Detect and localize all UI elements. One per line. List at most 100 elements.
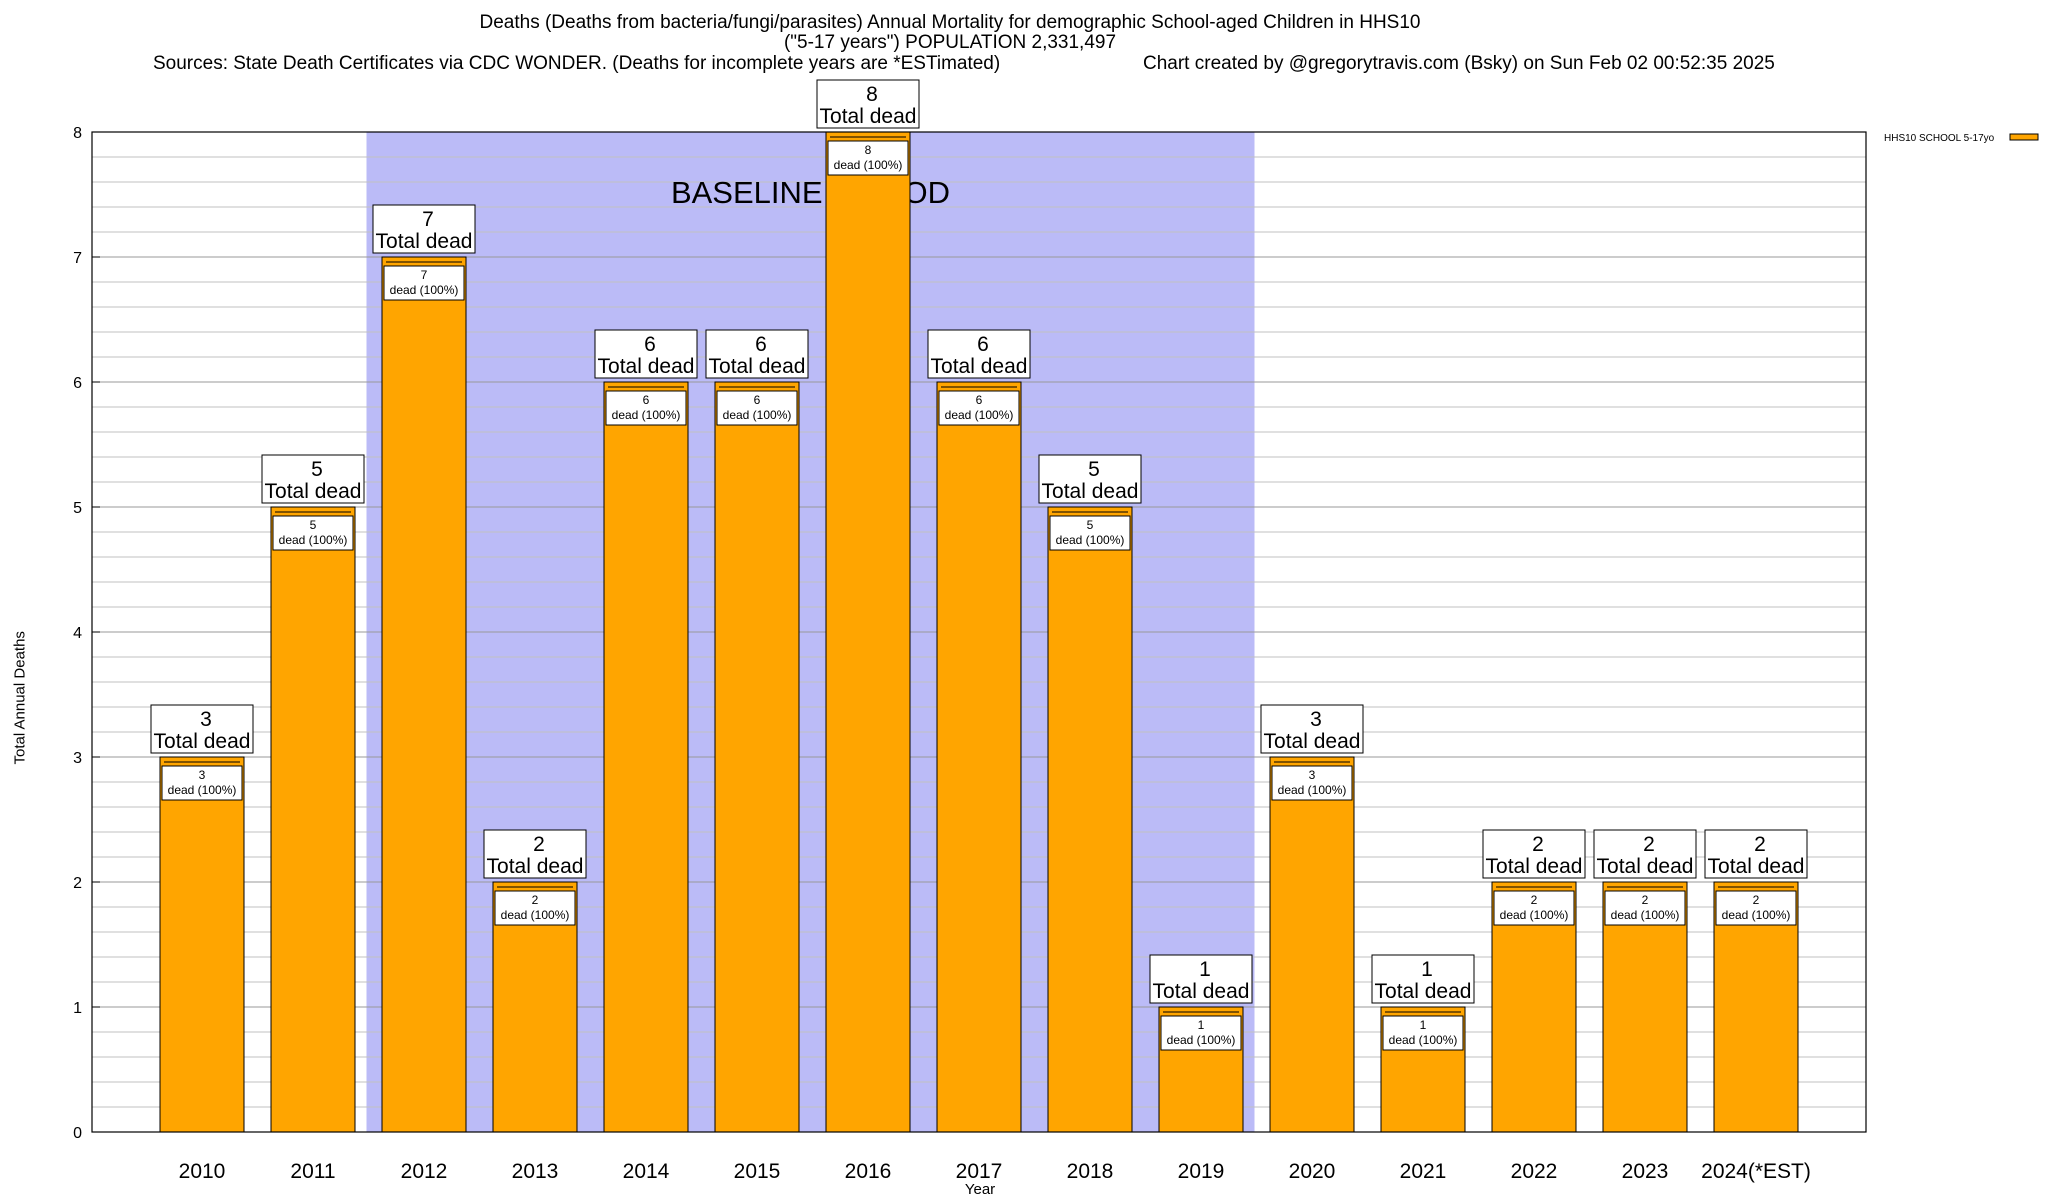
segment-label-box <box>1160 1015 1242 1051</box>
bar-2018 <box>1047 506 1133 1133</box>
y-tick-label: 3 <box>73 750 82 767</box>
segment-percent-label: dead (100%) <box>1722 908 1791 922</box>
bar-2020 <box>1269 756 1355 1133</box>
total-value-label: 5 <box>311 458 323 481</box>
x-tick-label: 2010 <box>179 1160 226 1183</box>
segment-percent-label: dead (100%) <box>723 408 792 422</box>
x-tick-label: 2024(*EST) <box>1701 1160 1811 1183</box>
total-label-box <box>1371 954 1475 1004</box>
total-text-label: Total dead <box>487 855 584 878</box>
total-value-label: 8 <box>866 83 878 106</box>
segment-label-box <box>1715 890 1797 926</box>
segment-label-box <box>1049 515 1131 551</box>
segment-percent-label: dead (100%) <box>1611 908 1680 922</box>
x-tick-label: 2017 <box>956 1160 1003 1183</box>
total-text-label: Total dead <box>376 230 473 253</box>
y-tick-label: 7 <box>73 250 82 267</box>
total-value-label: 7 <box>422 208 434 231</box>
total-label-box <box>1593 829 1697 879</box>
segment-label-box <box>605 390 687 426</box>
total-value-label: 1 <box>1421 958 1433 981</box>
total-label-box <box>483 829 587 879</box>
segment-percent-label: dead (100%) <box>1167 1033 1236 1047</box>
y-tick-label: 1 <box>73 1000 82 1017</box>
total-text-label: Total dead <box>1375 980 1472 1003</box>
total-value-label: 6 <box>644 333 656 356</box>
chart-credit: Chart created by @gregorytravis.com (Bsk… <box>1143 53 1775 74</box>
bar-2010 <box>159 756 245 1133</box>
segment-percent-label: dead (100%) <box>945 408 1014 422</box>
bar-2011 <box>270 506 356 1133</box>
segment-percent-label: dead (100%) <box>1056 533 1125 547</box>
total-text-label: Total dead <box>709 355 806 378</box>
segment-label-box <box>938 390 1020 426</box>
x-tick-label: 2016 <box>845 1160 892 1183</box>
segment-label-box <box>716 390 798 426</box>
segment-label-box <box>1604 890 1686 926</box>
total-text-label: Total dead <box>1708 855 1805 878</box>
total-label-box <box>594 329 698 379</box>
segment-percent-label: dead (100%) <box>1389 1033 1458 1047</box>
y-tick-label: 0 <box>73 1125 82 1142</box>
total-text-label: Total dead <box>265 480 362 503</box>
total-label-box <box>150 704 254 754</box>
segment-label-box <box>272 515 354 551</box>
bar-2016 <box>825 131 911 1133</box>
x-tick-label: 2014 <box>623 1160 670 1183</box>
total-value-label: 6 <box>755 333 767 356</box>
x-tick-label: 2018 <box>1067 1160 1114 1183</box>
x-tick-label: 2011 <box>290 1160 335 1183</box>
total-value-label: 3 <box>1310 708 1322 731</box>
total-text-label: Total dead <box>1042 480 1139 503</box>
segment-percent-label: dead (100%) <box>1278 783 1347 797</box>
segment-value-label: 3 <box>199 768 206 782</box>
x-tick-label: 2019 <box>1178 1160 1225 1183</box>
total-label-box <box>1704 829 1808 879</box>
segment-percent-label: dead (100%) <box>279 533 348 547</box>
total-value-label: 1 <box>1199 958 1211 981</box>
y-tick-label: 5 <box>73 500 82 517</box>
total-value-label: 6 <box>977 333 989 356</box>
segment-label-box <box>827 140 909 176</box>
segment-value-label: 2 <box>1642 893 1649 907</box>
x-tick-label: 2013 <box>512 1160 559 1183</box>
segment-percent-label: dead (100%) <box>1500 908 1569 922</box>
y-tick-label: 6 <box>73 375 82 392</box>
total-value-label: 2 <box>533 833 545 856</box>
x-tick-label: 2020 <box>1289 1160 1336 1183</box>
segment-label-box <box>383 265 465 301</box>
total-text-label: Total dead <box>154 730 251 753</box>
segment-label-box <box>494 890 576 926</box>
segment-value-label: 5 <box>1087 518 1094 532</box>
legend-swatch <box>2009 133 2039 141</box>
segment-value-label: 8 <box>865 143 872 157</box>
x-tick-label: 2023 <box>1622 1160 1669 1183</box>
segment-label-box <box>1271 765 1353 801</box>
x-tick-label: 2015 <box>734 1160 781 1183</box>
total-value-label: 2 <box>1754 833 1766 856</box>
segment-value-label: 2 <box>532 893 539 907</box>
total-text-label: Total dead <box>820 105 917 128</box>
x-tick-label: 2021 <box>1400 1160 1447 1183</box>
chart-title: Deaths (Deaths from bacteria/fungi/paras… <box>479 12 1421 33</box>
segment-value-label: 6 <box>643 393 650 407</box>
segment-value-label: 2 <box>1753 893 1760 907</box>
total-label-box <box>261 454 365 504</box>
bar-2017 <box>936 381 1022 1133</box>
segment-value-label: 6 <box>976 393 983 407</box>
segment-percent-label: dead (100%) <box>612 408 681 422</box>
y-tick-label: 2 <box>73 875 82 892</box>
total-label-box <box>1482 829 1586 879</box>
bar-2014 <box>603 381 689 1133</box>
segment-value-label: 2 <box>1531 893 1538 907</box>
segment-value-label: 7 <box>421 268 428 282</box>
total-label-box <box>927 329 1031 379</box>
total-label-box <box>1149 954 1253 1004</box>
segment-value-label: 1 <box>1420 1018 1427 1032</box>
segment-percent-label: dead (100%) <box>501 908 570 922</box>
segment-label-box <box>161 765 243 801</box>
total-label-box <box>705 329 809 379</box>
total-value-label: 2 <box>1532 833 1544 856</box>
x-tick-label: 2012 <box>401 1160 448 1183</box>
